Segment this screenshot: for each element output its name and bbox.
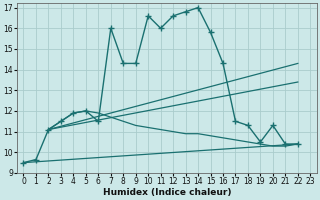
X-axis label: Humidex (Indice chaleur): Humidex (Indice chaleur) xyxy=(103,188,231,197)
